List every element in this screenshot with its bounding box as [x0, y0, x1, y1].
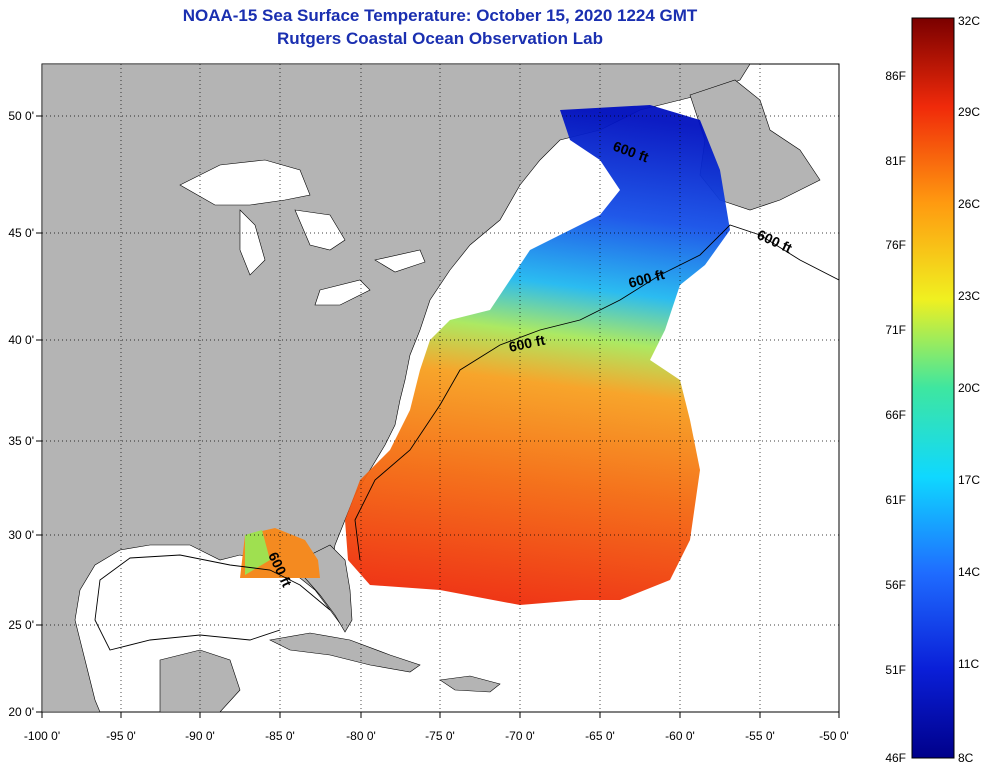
y-tick-label: 25 0' — [8, 618, 34, 632]
axis-ticks — [36, 115, 840, 718]
x-tick-label: -75 0' — [425, 729, 455, 743]
colorbar-celsius-label: 14C — [958, 565, 980, 579]
x-tick-label: -80 0' — [346, 729, 376, 743]
colorbar-fahrenheit-label: 46F — [885, 751, 906, 765]
colorbar-fahrenheit-label: 71F — [885, 323, 906, 337]
x-tick-label: -60 0' — [665, 729, 695, 743]
colorbar-celsius-label: 29C — [958, 105, 980, 119]
y-tick-label: 50 0' — [8, 109, 34, 123]
land-cuba — [269, 632, 421, 673]
y-tick-label: 30 0' — [8, 528, 34, 542]
colorbar-celsius-label: 23C — [958, 289, 980, 303]
great-lakes — [179, 159, 426, 306]
contour-600ft-gulf — [94, 554, 331, 651]
colorbar-celsius-label: 32C — [958, 14, 980, 28]
map-title: NOAA-15 Sea Surface Temperature: October… — [182, 6, 698, 25]
colorbar-fahrenheit-label: 61F — [885, 493, 906, 507]
land-hispaniola — [439, 675, 501, 693]
x-tick-label: -65 0' — [585, 729, 615, 743]
colorbar-celsius-label: 26C — [958, 197, 980, 211]
colorbar-celsius-label: 8C — [958, 751, 974, 765]
land-north-america — [42, 64, 751, 712]
contour-label: 600 ft — [507, 332, 546, 355]
colorbar-fahrenheit-label: 86F — [885, 69, 906, 83]
y-tick-label: 40 0' — [8, 333, 34, 347]
colorbar-celsius-label: 20C — [958, 381, 980, 395]
sst-field — [345, 105, 730, 605]
x-tick-label: -50 0' — [819, 729, 849, 743]
x-tick-label: -90 0' — [185, 729, 215, 743]
y-tick-label: 20 0' — [8, 705, 34, 719]
x-tick-label: -55 0' — [745, 729, 775, 743]
colorbar-fahrenheit-label: 81F — [885, 154, 906, 168]
colorbar-fahrenheit-label: 56F — [885, 578, 906, 592]
y-tick-label: 35 0' — [8, 434, 34, 448]
colorbar — [911, 17, 955, 759]
sst-field-gulf-cool — [245, 530, 270, 575]
colorbar-fahrenheit-label: 66F — [885, 408, 906, 422]
graticule — [42, 64, 839, 712]
x-tick-label: -85 0' — [265, 729, 295, 743]
x-tick-label: -70 0' — [505, 729, 535, 743]
colorbar-celsius-label: 17C — [958, 473, 980, 487]
contour-600ft-atlantic — [354, 224, 839, 561]
x-tick-label: -95 0' — [106, 729, 136, 743]
y-tick-label: 45 0' — [8, 226, 34, 240]
colorbar-celsius-label: 11C — [958, 657, 979, 671]
colorbar-fahrenheit-label: 76F — [885, 238, 906, 252]
colorbar-fahrenheit-label: 51F — [885, 663, 906, 677]
x-tick-label: -100 0' — [24, 729, 60, 743]
map-subtitle: Rutgers Coastal Ocean Observation Lab — [277, 29, 603, 48]
